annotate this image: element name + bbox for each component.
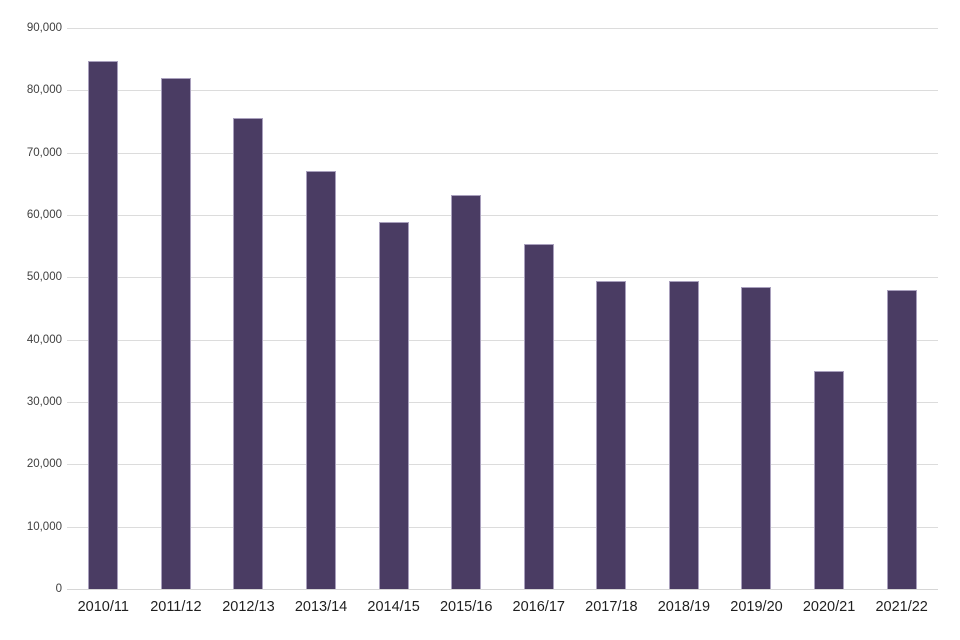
y-tick-label: 70,000 xyxy=(26,146,62,159)
bar-2013-14 xyxy=(306,170,337,589)
bar-slot-2011-12 xyxy=(140,28,213,589)
bar-slot-2016-17 xyxy=(502,28,575,589)
bar-2017-18 xyxy=(596,281,627,589)
x-tick-label: 2018/19 xyxy=(657,599,711,615)
y-tick-label: 0 xyxy=(55,583,62,595)
bar-slot-2018-19 xyxy=(648,28,721,589)
x-tick-label: 2011/12 xyxy=(150,599,202,615)
gridline xyxy=(67,526,938,528)
y-tick-label: 80,000 xyxy=(26,84,62,97)
bar-2021-22 xyxy=(886,289,917,589)
bar-2020-21 xyxy=(814,370,845,589)
x-tick-label: 2017/18 xyxy=(585,599,638,615)
x-axis: 2010/11 2011/12 2012/13 2013/14 2014/15 2015/… xyxy=(67,599,938,615)
y-tick-label: 50,000 xyxy=(26,271,62,284)
bar-slot-2019-20 xyxy=(720,28,793,589)
bar-2014-15 xyxy=(378,222,409,589)
bar-2012-13 xyxy=(233,117,264,589)
gridline xyxy=(67,90,938,92)
y-tick-label: 20,000 xyxy=(26,458,62,471)
x-tick-label: 2013/14 xyxy=(294,599,348,615)
bar-slot-2015-16 xyxy=(430,28,503,589)
bar-slot-2010-11 xyxy=(67,28,140,589)
x-tick-label: 2016/17 xyxy=(512,599,565,615)
bar-2016-17 xyxy=(523,244,554,589)
bar-2018-19 xyxy=(668,281,699,589)
bar-2015-16 xyxy=(451,195,482,589)
gridline xyxy=(67,402,938,403)
y-tick-label: 60,000 xyxy=(26,209,62,221)
x-tick-label: 2020/21 xyxy=(802,599,856,615)
plot-area xyxy=(67,28,938,590)
bar-slot-2013-14 xyxy=(285,28,358,589)
y-tick-label: 90,000 xyxy=(26,22,62,34)
x-tick-label: 2012/13 xyxy=(222,599,275,615)
bar-slot-2012-13 xyxy=(212,28,285,589)
x-tick-label: 2015/16 xyxy=(439,599,493,615)
y-axis: 0 10,000 20,000 30,000 40,000 50,000 60,000 70,… xyxy=(0,22,62,595)
x-tick-label: 2019/20 xyxy=(730,599,783,615)
x-tick-label: 2021/22 xyxy=(875,599,928,615)
bar-2011-12 xyxy=(160,77,191,589)
gridline xyxy=(67,464,938,466)
bars-layer xyxy=(67,28,938,589)
x-tick-label: 2014/15 xyxy=(367,599,420,615)
bar-2019-20 xyxy=(741,286,772,589)
x-tick-label: 2010/11 xyxy=(77,599,129,615)
gridline xyxy=(67,339,938,341)
bar-slot-2017-18 xyxy=(575,28,648,589)
bar-slot-2021-22 xyxy=(865,28,938,589)
gridline xyxy=(67,152,938,154)
y-tick-label: 40,000 xyxy=(26,333,62,346)
y-tick-label: 10,000 xyxy=(26,520,62,533)
gridline xyxy=(67,277,938,279)
bar-slot-2014-15 xyxy=(357,28,430,589)
bar-2010-11 xyxy=(88,61,119,589)
gridline xyxy=(67,215,938,216)
bar-slot-2020-21 xyxy=(793,28,866,589)
gridline xyxy=(67,28,938,29)
y-tick-label: 30,000 xyxy=(26,396,62,408)
